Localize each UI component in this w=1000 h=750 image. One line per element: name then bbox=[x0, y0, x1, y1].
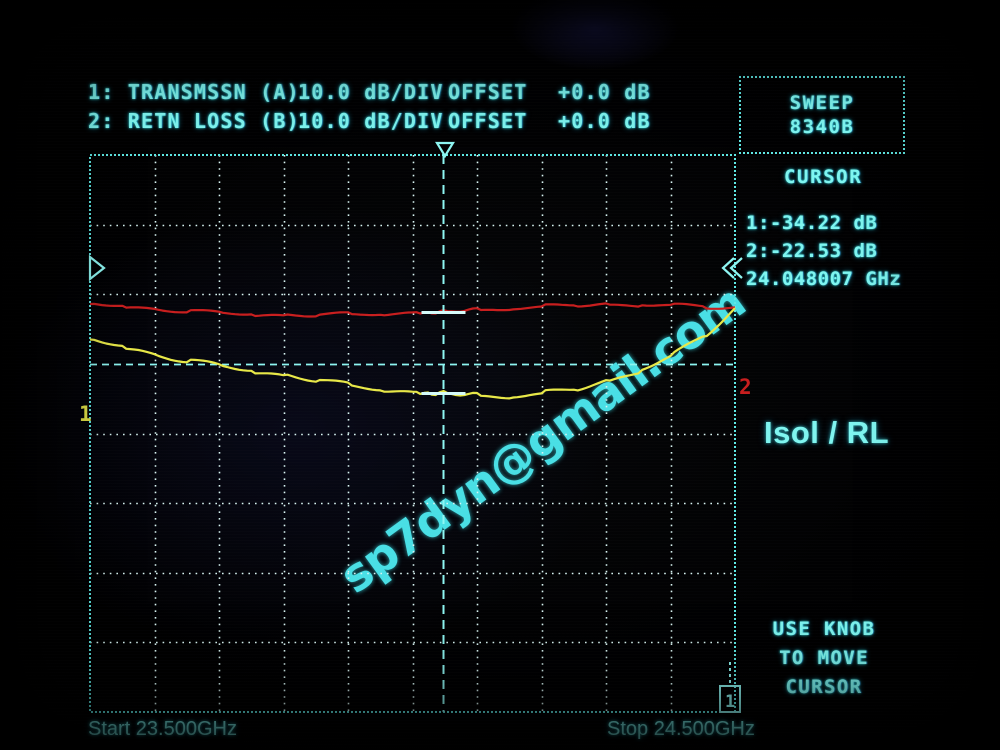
knob-hint-line-1: USE KNOB bbox=[772, 618, 876, 640]
knob-hint-line-2: TO MOVE bbox=[779, 647, 869, 669]
cursor-trace1-value: 1:-34.22 dB bbox=[746, 212, 878, 234]
stop-frequency-label: Stop 24.500GHz bbox=[607, 718, 755, 740]
graticule-gridlines bbox=[90, 155, 735, 712]
plot-svg bbox=[89, 154, 736, 713]
trace2-scale-value[interactable]: 10.0 dB/DIV bbox=[298, 109, 444, 133]
trace2-edge-label: 2 bbox=[739, 375, 752, 399]
trace2-offset-value[interactable]: +0.0 dB bbox=[558, 109, 651, 133]
cursor-readout-values: 1:-34.22 dB 2:-22.53 dB 24.048007 GHz bbox=[746, 212, 901, 296]
trace1-edge-label: 1 bbox=[79, 402, 92, 426]
trace1-reference-box[interactable] bbox=[719, 685, 741, 713]
trace1-channel-label: 1: TRANSMSSN (A) bbox=[88, 80, 300, 104]
sweep-model-value: 8340B bbox=[789, 116, 855, 138]
knob-hint-line-3: CURSOR bbox=[785, 676, 863, 698]
trace-settings-header: 1: TRANSMSSN (A) 10.0 dB/DIV OFFSET +0.0… bbox=[88, 80, 748, 138]
start-frequency-label: Start 23.500GHz bbox=[88, 718, 237, 740]
trace2-return-loss-curve bbox=[89, 302, 736, 318]
reference-right-triangle-icon[interactable] bbox=[88, 254, 106, 282]
sweep-label: SWEEP bbox=[789, 92, 855, 114]
cursor-trace2-value: 2:-22.53 dB bbox=[746, 240, 878, 262]
sweep-source-box[interactable]: SWEEP 8340B bbox=[739, 76, 905, 154]
trace1-reference-box-label: 1 bbox=[725, 692, 735, 712]
trace2-channel-label: 2: RETN LOSS (B) bbox=[88, 109, 300, 133]
cursor-readout-title: CURSOR bbox=[784, 166, 863, 188]
cursor-down-triangle-icon[interactable] bbox=[435, 141, 455, 159]
trace1-offset-label: OFFSET bbox=[448, 80, 528, 104]
graticule-plot-area[interactable] bbox=[89, 154, 736, 713]
trace1-transmission-curve bbox=[89, 307, 736, 400]
reference-left-chevron-outer-icon[interactable] bbox=[721, 257, 735, 279]
measurement-title-annotation: Isol / RL bbox=[764, 415, 890, 450]
knob-hint: USE KNOB TO MOVE CURSOR bbox=[744, 618, 904, 705]
trace-settings-row-1[interactable]: 1: TRANSMSSN (A) 10.0 dB/DIV OFFSET +0.0… bbox=[88, 80, 748, 109]
trace1-offset-value[interactable]: +0.0 dB bbox=[558, 80, 651, 104]
cursor-frequency-value: 24.048007 GHz bbox=[746, 268, 902, 290]
cursor-trace-markers bbox=[421, 311, 466, 395]
trace2-offset-label: OFFSET bbox=[448, 109, 528, 133]
trace-settings-row-2[interactable]: 2: RETN LOSS (B) 10.0 dB/DIV OFFSET +0.0… bbox=[88, 109, 748, 138]
graticule-border bbox=[89, 154, 736, 713]
reference-left-chevron-inner-icon[interactable] bbox=[729, 257, 743, 279]
trace1-scale-value[interactable]: 10.0 dB/DIV bbox=[298, 80, 444, 104]
